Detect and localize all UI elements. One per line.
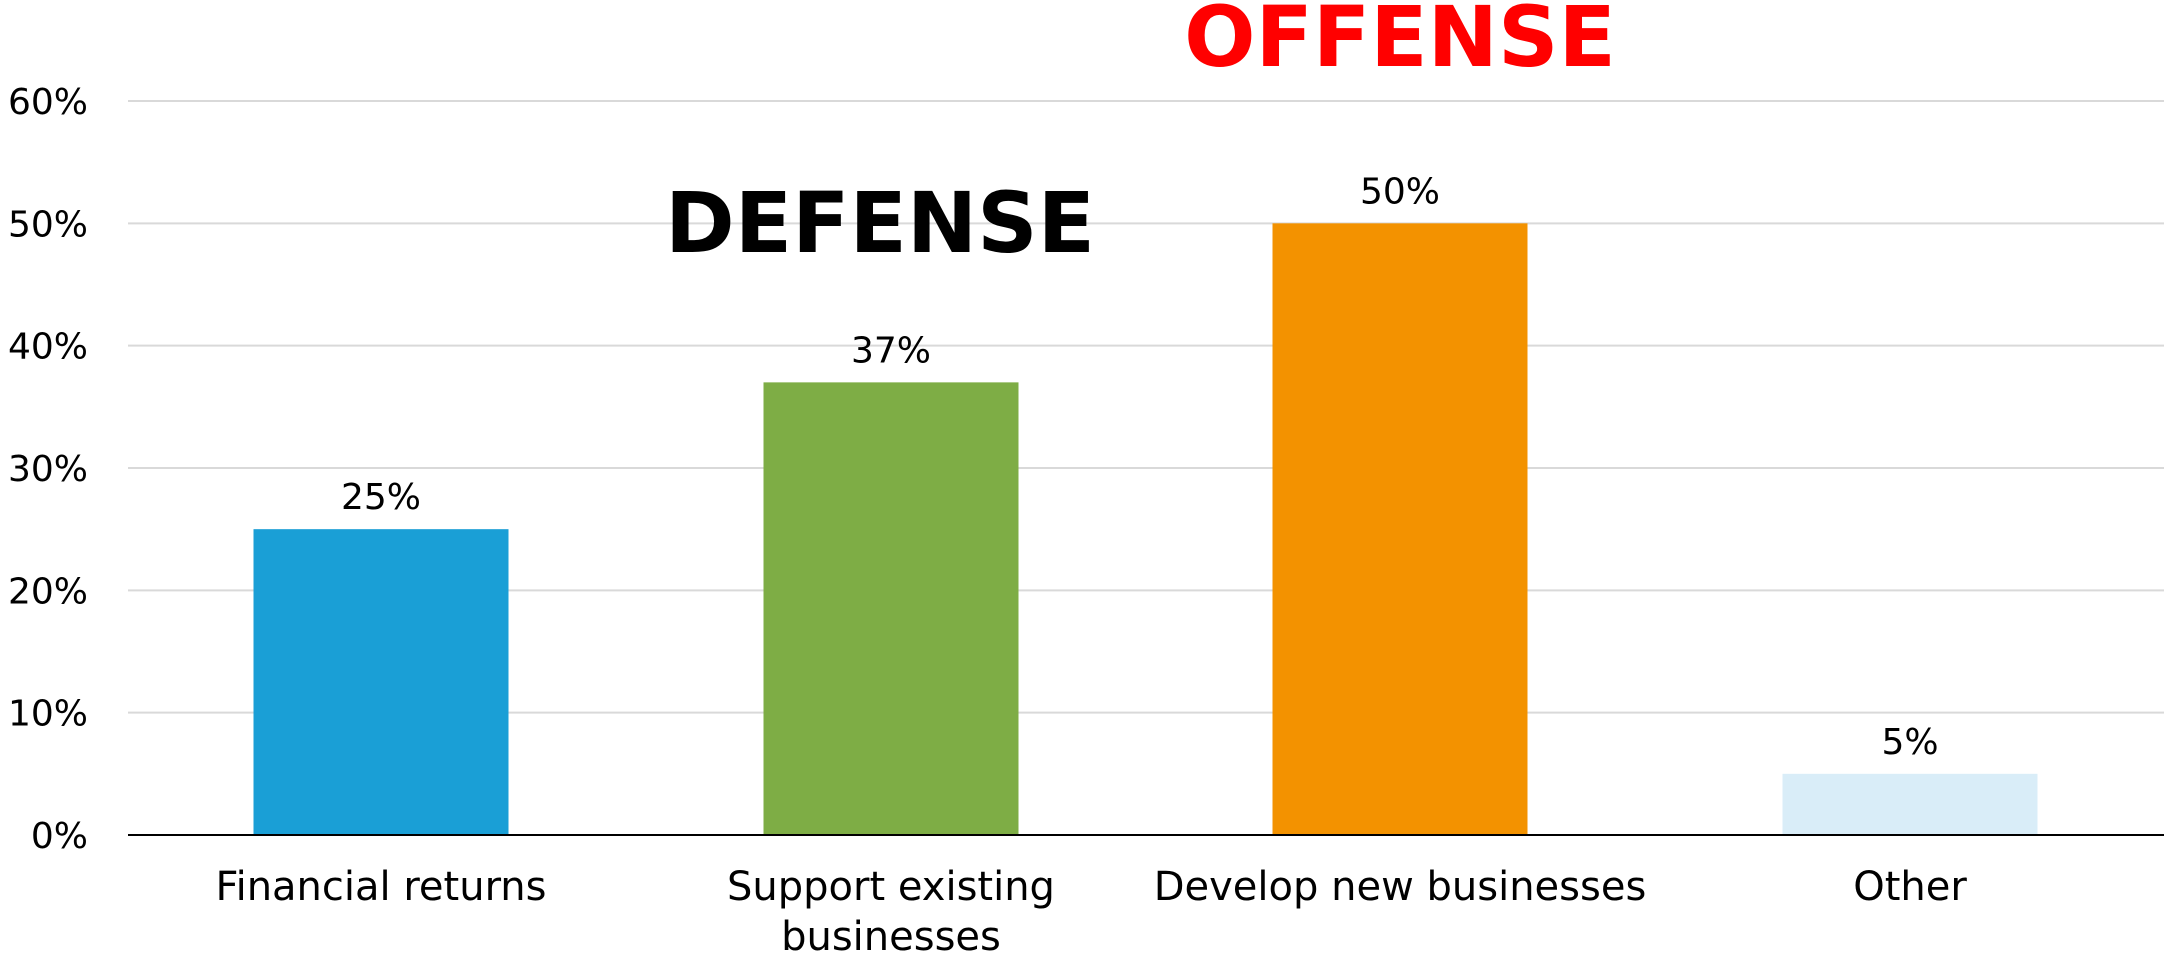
category-label: Financial returns xyxy=(215,864,546,910)
data-label: 50% xyxy=(1360,171,1440,212)
y-tick-label: 10% xyxy=(8,694,88,735)
y-tick-label: 40% xyxy=(8,327,88,368)
bar xyxy=(253,529,509,835)
y-tick-label: 30% xyxy=(8,449,88,490)
data-label: 37% xyxy=(851,330,931,371)
y-tick-label: 20% xyxy=(8,571,88,612)
y-tick-label: 50% xyxy=(8,204,88,245)
bar xyxy=(1272,223,1528,836)
category-label: Develop new businesses xyxy=(1154,864,1647,910)
category-label-line: Support existing xyxy=(727,864,1055,910)
annotation-label: OFFENSE xyxy=(1184,0,1616,86)
data-label: 25% xyxy=(341,477,421,518)
category-label: Support existing businesses xyxy=(727,864,1055,957)
y-tick-label: 0% xyxy=(31,816,88,857)
bars xyxy=(253,223,2038,836)
y-tick-label: 60% xyxy=(8,82,88,123)
x-axis-categories: Financial returns Support existing busines… xyxy=(215,864,1967,957)
category-label-line: businesses xyxy=(781,914,1001,957)
y-axis: 0% 10% 20% 30% 40% 50% 60% xyxy=(8,82,88,857)
category-label-line: Financial returns xyxy=(215,864,546,910)
data-labels: 25% 37% 50% 5% xyxy=(341,171,1939,763)
category-label-line: Develop new businesses xyxy=(1154,864,1647,910)
category-label: Other xyxy=(1853,864,1967,910)
category-label-line: Other xyxy=(1853,864,1967,910)
annotation-label: DEFENSE xyxy=(665,174,1095,272)
bar xyxy=(1782,773,2038,835)
data-label: 5% xyxy=(1881,722,1938,763)
bar xyxy=(763,382,1019,835)
annotations: DEFENSE OFFENSE xyxy=(665,0,1616,272)
